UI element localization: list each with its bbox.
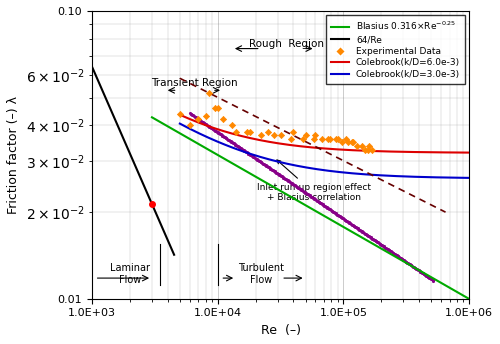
Text: Transient Region: Transient Region: [151, 78, 238, 88]
Point: [358, 143, 366, 149]
Text: Turbulent
Flow: Turbulent Flow: [238, 263, 284, 285]
Text: Laminar
Flow: Laminar Flow: [110, 263, 150, 285]
Point: [242, 129, 250, 135]
Point: [211, 105, 219, 111]
Point: [324, 136, 332, 141]
Y-axis label: Friction factor (–) λ: Friction factor (–) λ: [7, 96, 20, 214]
Point: [290, 129, 298, 135]
Point: [202, 114, 209, 119]
Point: [219, 117, 227, 122]
Point: [286, 136, 294, 141]
Point: [353, 143, 361, 149]
Text: Rough  Region: Rough Region: [248, 39, 324, 49]
Point: [186, 123, 194, 128]
Point: [344, 139, 351, 145]
Point: [342, 136, 350, 141]
Point: [176, 111, 184, 116]
Point: [205, 90, 213, 95]
Point: [361, 147, 369, 152]
Point: [277, 132, 285, 138]
X-axis label: Re  (–): Re (–): [260, 324, 300, 337]
Point: [364, 147, 372, 152]
Point: [348, 139, 356, 145]
Point: [194, 117, 202, 122]
Point: [270, 132, 278, 138]
Point: [332, 136, 340, 141]
Point: [264, 129, 272, 135]
Point: [310, 136, 318, 141]
Point: [246, 129, 254, 135]
Point: [214, 105, 222, 111]
Point: [365, 143, 373, 149]
Point: [318, 136, 326, 141]
Point: [302, 132, 310, 138]
Point: [326, 136, 334, 141]
Point: [232, 129, 240, 135]
Text: Inlet run-up region effect
+ Blasius correlation: Inlet run-up region effect + Blasius cor…: [256, 160, 370, 202]
Point: [334, 136, 342, 141]
Point: [228, 123, 236, 128]
Point: [368, 147, 376, 152]
Point: [338, 139, 346, 145]
Point: [312, 132, 320, 138]
Point: [300, 136, 308, 141]
Point: [350, 139, 358, 145]
Legend: Blasius 0.316$\times$Re$^{-0.25}$, 64/Re, Experimental Data, Colebrook(k/D=6.0e-: Blasius 0.316$\times$Re$^{-0.25}$, 64/Re…: [326, 15, 464, 84]
Point: [256, 132, 264, 138]
